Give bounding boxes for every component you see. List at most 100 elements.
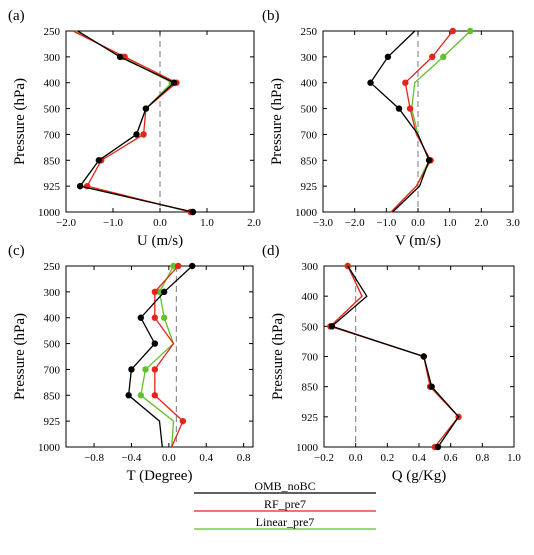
x-tick-label: −2.0 bbox=[56, 217, 76, 229]
data-point-omb_nobc bbox=[142, 105, 150, 112]
y-tick-label: 500 bbox=[44, 339, 61, 351]
data-point-linear_pre7 bbox=[467, 27, 474, 35]
x-tick-label: 1.0 bbox=[200, 217, 214, 229]
y-tick-label: 850 bbox=[301, 155, 318, 167]
y-tick-label: 500 bbox=[302, 321, 319, 333]
y-tick-label: 925 bbox=[302, 412, 319, 424]
data-point-linear_pre7 bbox=[440, 53, 447, 61]
panel-d: (d) −0.2 0.0 0.2 0.4 0.6 0.8 1.0 300 400 500 700 850… bbox=[262, 243, 521, 484]
x-tick-label: 0.0 bbox=[162, 452, 176, 464]
y-tick-label: 300 bbox=[301, 52, 318, 64]
legend-label: Linear_pre7 bbox=[256, 515, 315, 529]
y-tick-label: 250 bbox=[44, 261, 61, 273]
y-tick-label: 400 bbox=[301, 78, 318, 90]
x-tick-label: 0.6 bbox=[444, 452, 458, 464]
y-tick-label: 300 bbox=[302, 261, 319, 273]
panel-tag: (a) bbox=[8, 8, 25, 24]
x-tick-label: 2.0 bbox=[474, 217, 488, 229]
x-tick-label: −0.2 bbox=[314, 452, 334, 464]
legend-label: OMB_noBC bbox=[254, 479, 315, 493]
y-tick-label: 300 bbox=[44, 52, 61, 64]
x-tick-label: −1.0 bbox=[376, 217, 396, 229]
legend-item: OMB_noBC bbox=[194, 479, 376, 494]
legend: OMB_noBC RF_pre7 Linear_pre7 bbox=[194, 479, 376, 530]
y-tick-label: 925 bbox=[44, 416, 61, 428]
data-point-linear_pre7 bbox=[156, 288, 163, 296]
x-tick-label: −0.4 bbox=[121, 452, 141, 464]
x-tick-label: 0.8 bbox=[237, 452, 251, 464]
y-tick-label: 250 bbox=[44, 26, 61, 38]
x-tick-label: 0.4 bbox=[412, 452, 426, 464]
data-point-rf_pre7 bbox=[140, 131, 147, 138]
x-tick-label: 0.0 bbox=[349, 452, 363, 464]
y-axis-label: Pressure (hPa) bbox=[269, 78, 285, 165]
series-line-linear_pre7 bbox=[329, 265, 460, 448]
y-axis-label: Pressure (hPa) bbox=[12, 313, 28, 400]
data-point-omb_nobc bbox=[151, 340, 159, 347]
y-axis-label: Pressure (hPa) bbox=[12, 78, 28, 165]
panel-tag: (b) bbox=[262, 8, 280, 24]
y-tick-label: 850 bbox=[302, 382, 319, 394]
x-tick-label: 2.0 bbox=[247, 217, 261, 229]
y-tick-label: 1000 bbox=[296, 442, 319, 454]
legend-item: RF_pre7 bbox=[194, 497, 376, 512]
x-tick-label: −0.8 bbox=[84, 452, 104, 464]
data-point-omb_nobc bbox=[137, 314, 144, 321]
y-tick-label: 400 bbox=[302, 291, 319, 303]
x-tick-label: 0.0 bbox=[153, 217, 167, 229]
data-point-omb_nobc bbox=[328, 323, 336, 330]
data-point-rf_pre7 bbox=[402, 79, 409, 86]
x-tick-label: −3.0 bbox=[313, 217, 333, 229]
data-point-omb_nobc bbox=[395, 105, 403, 112]
y-tick-label: 1000 bbox=[295, 207, 318, 219]
y-tick-label: 925 bbox=[301, 181, 318, 193]
panel-tag: (c) bbox=[8, 243, 25, 259]
data-point-rf_pre7 bbox=[406, 105, 414, 112]
y-tick-label: 1000 bbox=[38, 207, 61, 219]
data-point-omb_nobc bbox=[133, 131, 140, 138]
x-axis-label: Q (g/Kg) bbox=[392, 468, 447, 484]
legend-label: RF_pre7 bbox=[264, 497, 306, 511]
series-line-linear_pre7 bbox=[75, 30, 194, 213]
series-line-omb_nobc bbox=[127, 265, 193, 448]
data-point-omb_nobc bbox=[95, 157, 103, 164]
data-point-omb_nobc bbox=[189, 208, 197, 216]
x-tick-label: 0.4 bbox=[199, 452, 213, 464]
x-tick-label: 0.2 bbox=[380, 452, 394, 464]
series-line-omb_nobc bbox=[330, 265, 460, 448]
data-point-rf_pre7 bbox=[344, 262, 351, 270]
x-tick-label: 1.0 bbox=[443, 217, 457, 229]
data-point-omb_nobc bbox=[116, 53, 124, 61]
y-tick-label: 700 bbox=[44, 129, 61, 141]
y-tick-label: 700 bbox=[302, 352, 319, 364]
series-line-rf_pre7 bbox=[390, 30, 454, 213]
data-point-rf_pre7 bbox=[151, 392, 159, 399]
data-point-omb_nobc bbox=[384, 53, 392, 61]
panel-c: (c) −0.8 −0.4 0.0 0.4 0.8 250 300 400 500 700 850 92… bbox=[8, 243, 254, 484]
data-point-omb_nobc bbox=[428, 383, 435, 390]
y-tick-label: 700 bbox=[44, 364, 61, 376]
y-tick-label: 500 bbox=[44, 104, 61, 116]
x-tick-label: −2.0 bbox=[345, 217, 365, 229]
x-axis-label: U (m/s) bbox=[137, 233, 183, 249]
data-point-omb_nobc bbox=[189, 262, 196, 270]
y-tick-label: 925 bbox=[44, 181, 61, 193]
x-tick-label: 0.8 bbox=[475, 452, 489, 464]
data-point-omb_nobc bbox=[170, 79, 178, 86]
data-point-rf_pre7 bbox=[151, 314, 159, 321]
data-point-omb_nobc bbox=[128, 366, 135, 373]
x-tick-label: −1.0 bbox=[103, 217, 123, 229]
data-point-rf_pre7 bbox=[429, 53, 436, 61]
series-line-rf_pre7 bbox=[154, 265, 184, 448]
data-point-omb_nobc bbox=[367, 79, 374, 86]
data-point-omb_nobc bbox=[125, 392, 132, 399]
y-axis-label: Pressure (hPa) bbox=[270, 313, 286, 400]
y-tick-label: 400 bbox=[44, 313, 61, 325]
data-point-rf_pre7 bbox=[179, 417, 187, 425]
data-point-omb_nobc bbox=[76, 182, 84, 190]
y-tick-label: 850 bbox=[44, 155, 61, 167]
x-tick-label: 3.0 bbox=[506, 217, 520, 229]
legend-item: Linear_pre7 bbox=[194, 515, 376, 530]
